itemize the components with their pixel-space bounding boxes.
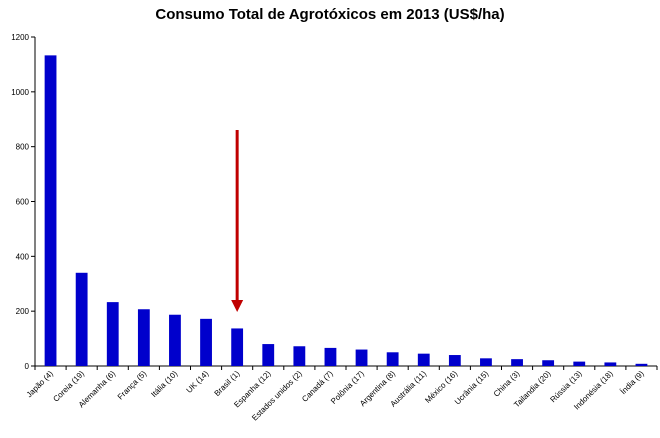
y-tick-label: 800	[16, 143, 30, 152]
y-tick-label: 600	[16, 198, 30, 207]
bar	[480, 358, 492, 366]
bar	[448, 355, 461, 366]
axes: 0 200 400 600 800 1000 1200	[11, 33, 658, 371]
arrow-head	[231, 300, 244, 312]
y-tick-label: 200	[16, 307, 30, 316]
bar	[44, 55, 57, 366]
bar	[386, 352, 399, 366]
category-label: Brasil (1)	[213, 369, 242, 398]
category-label: Japão (4)	[25, 369, 55, 399]
category-label: Ucrânia (15)	[453, 369, 491, 407]
bar	[231, 328, 244, 366]
y-tick-label: 400	[16, 252, 30, 261]
y-tick-label: 1000	[11, 88, 29, 97]
bar	[75, 272, 88, 366]
bar	[417, 353, 430, 366]
y-tick-label: 0	[25, 362, 30, 371]
bar	[355, 349, 368, 366]
category-labels: Japão (4)Coreia (19)Alemanha (6)França (…	[25, 369, 646, 423]
bar	[604, 362, 617, 366]
bar	[573, 361, 586, 366]
category-label: UK (14)	[185, 369, 211, 395]
bar	[262, 344, 275, 366]
category-label: França (5)	[116, 369, 149, 402]
bar	[169, 314, 181, 366]
bar	[542, 360, 555, 366]
bar	[635, 363, 648, 366]
bar	[200, 318, 212, 366]
category-label: Itália (10)	[149, 369, 179, 399]
bar	[324, 347, 337, 366]
y-tick-label: 1200	[11, 33, 29, 42]
category-label: China (3)	[492, 369, 522, 399]
chart-title: Consumo Total de Agrotóxicos em 2013 (US…	[155, 6, 505, 23]
bar	[137, 309, 150, 366]
bar	[106, 302, 119, 366]
annotation	[231, 130, 244, 312]
bar	[511, 359, 523, 366]
category-label: Índia (9)	[619, 369, 646, 396]
bar	[293, 346, 306, 366]
bars	[44, 55, 648, 366]
